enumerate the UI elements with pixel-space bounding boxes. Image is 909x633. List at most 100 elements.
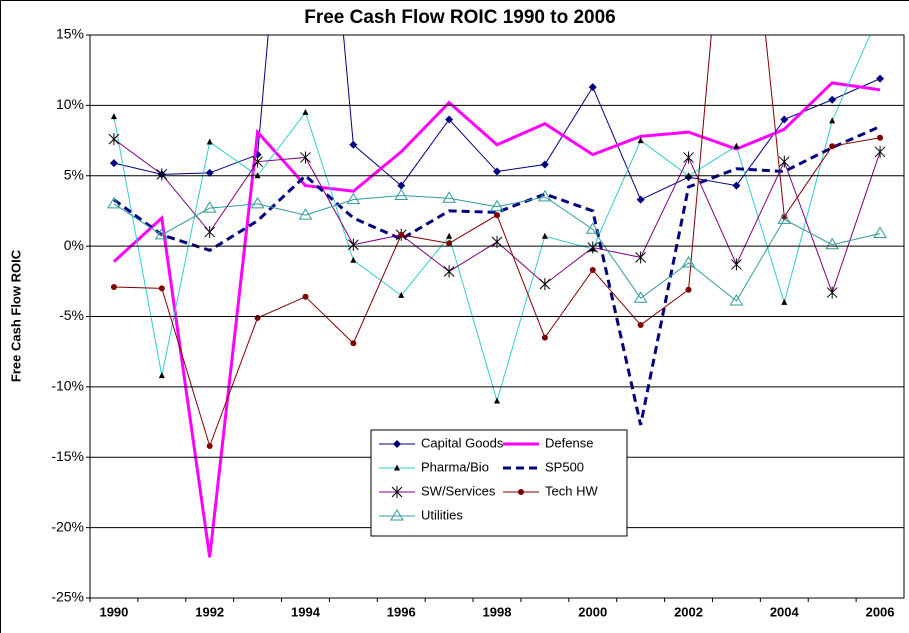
y-tick-label: 5% [64,166,84,182]
marker [829,117,836,124]
marker [541,334,548,341]
marker [588,83,597,92]
y-tick-label: 15% [56,26,84,42]
y-tick-label: 10% [56,96,84,112]
x-tick-label: 1996 [387,604,416,619]
x-tick-label: 2004 [770,604,800,619]
marker [158,372,165,379]
x-tick-label: 1990 [99,604,128,619]
marker [110,113,117,120]
x-tick-label: 2000 [578,604,607,619]
marker [732,181,741,190]
y-tick-label: -10% [51,378,84,394]
marker [302,293,309,300]
marker [300,151,311,164]
marker [494,212,500,219]
chart-title: Free Cash Flow ROIC 1990 to 2006 [304,7,616,28]
y-axis-label: Free Cash Flow ROIC [8,249,23,382]
marker [490,199,504,212]
marker [825,237,840,250]
legend-marker [394,464,400,471]
legend-marker [391,486,403,498]
marker [633,291,648,303]
marker [254,314,261,321]
marker [494,397,500,404]
marker [298,208,313,220]
marker [874,145,886,158]
y-tick-label: -25% [51,589,84,605]
marker [109,159,118,168]
marker [347,238,359,251]
marker [780,115,789,124]
plot-area [107,35,887,558]
legend-label: SW/Services [421,483,496,498]
x-tick-label: 1994 [291,604,321,619]
y-tick-label: -5% [59,307,84,323]
marker [729,294,744,306]
series-line [113,194,881,302]
marker [110,283,117,290]
legend-label: Tech HW [545,483,598,498]
marker [777,212,792,224]
marker [781,298,788,305]
marker [539,278,551,291]
marker [685,286,692,293]
x-tick-label: 2002 [674,604,703,619]
marker [537,189,552,202]
marker [493,167,501,176]
marker [636,195,645,204]
legend-marker [393,440,401,448]
marker [350,340,357,347]
marker [683,151,694,164]
marker [681,256,696,268]
marker [873,226,887,238]
marker [587,241,599,254]
marker [349,140,358,149]
legend-marker [518,489,524,495]
series-line [113,125,881,426]
marker [731,258,742,271]
y-tick-label: -20% [51,518,84,534]
x-tick-label: 2006 [866,604,895,619]
marker [635,251,647,264]
marker [107,196,121,209]
legend-label: Defense [545,435,593,450]
series-line [112,81,881,558]
marker [877,134,884,141]
x-tick-label: 1998 [483,604,512,619]
marker [826,286,838,299]
marker [778,155,790,168]
marker [446,232,453,239]
y-tick-label: -15% [51,448,84,464]
legend-marker [390,509,404,521]
legend-label: Capital Goods [421,435,504,450]
marker [154,227,169,240]
legend-label: Pharma/Bio [421,459,489,474]
marker [876,74,885,83]
marker [829,143,836,150]
legend-label: Utilities [421,507,463,522]
marker [589,267,596,274]
marker [302,108,309,115]
marker [158,285,165,292]
marker [206,138,213,145]
marker [443,265,455,278]
marker [585,222,600,234]
plot-border [89,34,905,599]
marker [637,137,644,144]
marker [733,142,740,149]
x-tick-label: 1992 [195,604,224,619]
marker [346,192,361,205]
marker [108,133,120,146]
y-tick-label: 0% [64,237,84,253]
marker [252,155,263,168]
marker [250,196,265,209]
marker [205,168,214,177]
legend-label: SP500 [545,459,584,474]
marker [394,188,409,200]
marker [446,240,453,247]
marker [156,168,168,181]
marker [828,95,837,104]
marker [204,226,216,239]
